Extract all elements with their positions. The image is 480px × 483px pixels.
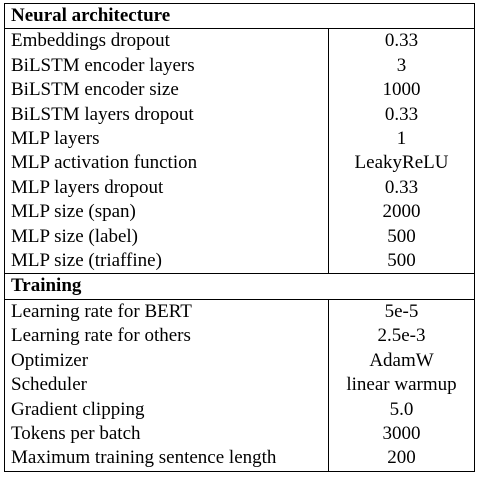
parameter-name: MLP size (span) <box>4 200 329 225</box>
parameter-value: 2.5e-3 <box>377 325 426 347</box>
parameter-value: AdamW <box>369 349 434 371</box>
table-row: Optimizer AdamW <box>4 348 475 374</box>
parameter-name: MLP size (label) <box>4 224 329 250</box>
table-row: MLP layers dropout 0.33 <box>4 175 475 201</box>
section-title: Neural architecture <box>4 3 475 30</box>
parameter-value: 0.33 <box>384 176 419 198</box>
table-row: BiLSTM encoder layers 3 <box>4 53 475 79</box>
table-row: Scheduler linear warmup <box>4 373 475 398</box>
parameter-name: MLP layers dropout <box>4 175 329 201</box>
section-title: Training <box>4 273 475 300</box>
parameter-name: BiLSTM encoder size <box>4 78 329 103</box>
table-row: Learning rate for others 2.5e-3 <box>4 324 475 349</box>
parameter-value: 5e-5 <box>384 300 419 322</box>
parameter-name: Maximum training sentence length <box>4 446 329 472</box>
parameter-value: 2000 <box>382 201 421 223</box>
parameter-value: 3000 <box>382 422 421 444</box>
table-row: Maximum training sentence length 200 <box>4 446 475 472</box>
table-row: Learning rate for BERT 5e-5 <box>4 299 475 325</box>
parameter-value: 200 <box>387 447 416 469</box>
parameter-name: Learning rate for BERT <box>4 299 329 325</box>
parameter-name: BiLSTM layers dropout <box>4 102 329 128</box>
parameter-value: 5.0 <box>389 398 414 420</box>
hyperparameter-table: Neural architecture Embeddings dropout 0.3… <box>4 3 475 472</box>
parameter-name: MLP size (triaffine) <box>4 249 329 274</box>
parameter-value: 1000 <box>382 79 421 101</box>
parameter-value: LeakyReLU <box>354 152 449 174</box>
table-row: BiLSTM layers dropout 0.33 <box>4 102 475 128</box>
table-row: MLP size (span) 2000 <box>4 200 475 225</box>
parameter-name: MLP activation function <box>4 151 329 176</box>
parameter-value: 500 <box>387 225 416 247</box>
section-header-row: Training <box>4 273 475 300</box>
table-row: BiLSTM encoder size 1000 <box>4 78 475 103</box>
hyperparameter-table-container: Neural architecture Embeddings dropout 0.3… <box>4 3 475 472</box>
parameter-value: 0.33 <box>384 30 419 52</box>
parameter-value: 0.33 <box>384 103 419 125</box>
parameter-value: 500 <box>387 250 416 272</box>
hyperparameter-table-body: Neural architecture Embeddings dropout 0.3… <box>4 3 475 472</box>
parameter-value: linear warmup <box>346 374 457 396</box>
table-row: Tokens per batch 3000 <box>4 421 475 447</box>
parameter-value: 3 <box>396 54 407 76</box>
parameter-name: Gradient clipping <box>4 397 329 422</box>
table-row: MLP layers 1 <box>4 127 475 152</box>
table-row: MLP size (triaffine) 500 <box>4 249 475 274</box>
parameter-name: Optimizer <box>4 348 329 374</box>
parameter-name: Scheduler <box>4 373 329 398</box>
parameter-value: 1 <box>396 128 407 150</box>
parameter-name: MLP layers <box>4 127 329 152</box>
table-row: MLP activation function LeakyReLU <box>4 151 475 176</box>
table-row: MLP size (label) 500 <box>4 224 475 250</box>
parameter-name: Embeddings dropout <box>4 28 329 54</box>
section-header-row: Neural architecture <box>4 3 475 30</box>
parameter-name: Tokens per batch <box>4 421 329 447</box>
parameter-name: BiLSTM encoder layers <box>4 53 329 79</box>
table-row: Gradient clipping 5.0 <box>4 397 475 422</box>
table-row: Embeddings dropout 0.33 <box>4 28 475 54</box>
parameter-name: Learning rate for others <box>4 324 329 349</box>
